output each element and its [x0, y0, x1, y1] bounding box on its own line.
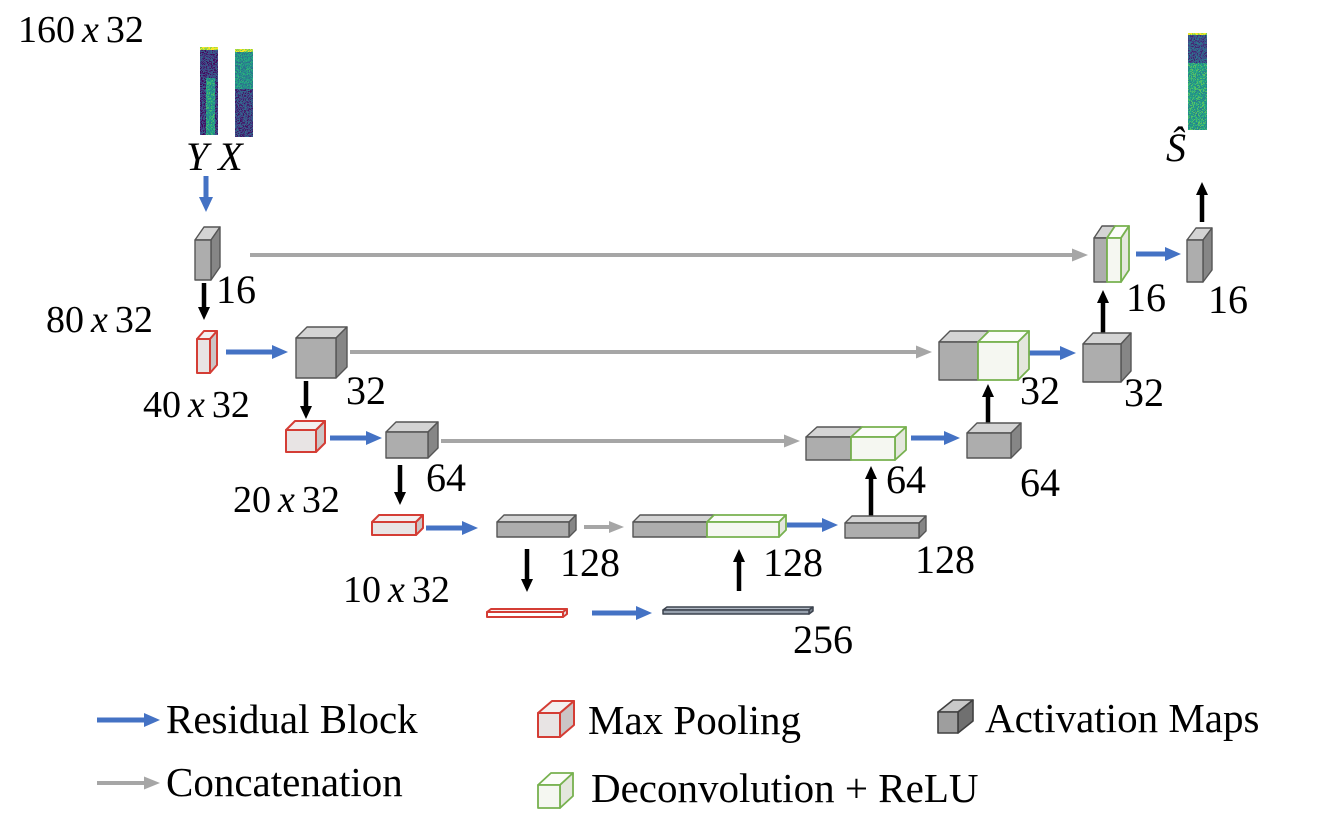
channels-dec-16: 16 — [1208, 277, 1248, 322]
bottleneck-256-box — [662, 606, 814, 615]
up-arrow-128 — [733, 549, 745, 591]
enc-128-activation-box — [496, 514, 577, 538]
deconv-64-box — [850, 426, 907, 461]
legend-concatenation-arrow — [97, 776, 160, 790]
up-arrow-64 — [865, 466, 877, 517]
down-arrow-32 — [300, 381, 312, 419]
size-sep: x — [388, 569, 405, 611]
size-rows: 20 — [233, 479, 271, 521]
up-arrow-32 — [982, 384, 994, 427]
dec-32-activation-box — [1082, 332, 1132, 383]
input-y-label: Y — [186, 134, 209, 179]
output-label-shat: Ŝ — [1166, 128, 1186, 168]
skip-line-32 — [350, 345, 932, 359]
size-sep: x — [188, 384, 205, 426]
up-arrow-16 — [1097, 290, 1109, 333]
channels-up-16: 16 — [1126, 275, 1166, 320]
legend-label-concatenation: Concatenation — [166, 759, 403, 805]
residual-arrow-bottleneck — [592, 606, 652, 620]
channels-enc-128: 128 — [560, 540, 620, 585]
deconv-128-box — [706, 514, 787, 538]
skip-line-64 — [441, 434, 800, 448]
channels-enc-64: 64 — [426, 455, 466, 500]
down-arrow-128 — [521, 549, 533, 592]
channels-dec-32: 32 — [1124, 370, 1164, 415]
size-sep: x — [82, 9, 99, 51]
enc-32-activation-box — [295, 326, 348, 379]
skip-line-16 — [250, 248, 1088, 262]
size-cols: 32 — [105, 9, 144, 51]
size-cols: 32 — [114, 299, 153, 341]
maxpool-10-box — [486, 608, 568, 618]
size-rows: 80 — [46, 299, 84, 341]
residual-arrow-enc32 — [226, 345, 288, 359]
size-label-160x32: 160 x 32 — [18, 11, 144, 49]
size-label-40x32: 40 x 32 — [143, 386, 250, 424]
input-spectrogram-x — [235, 49, 253, 137]
size-sep: x — [278, 479, 295, 521]
channels-dec-128: 128 — [915, 537, 975, 582]
legend-maxpool-box — [537, 700, 575, 738]
residual-arrow-input — [199, 176, 213, 212]
down-arrow-16 — [198, 283, 210, 320]
residual-arrow-dec32 — [1026, 346, 1076, 360]
size-cols: 32 — [411, 569, 450, 611]
legend-residual-arrow — [97, 713, 160, 727]
legend-label-max-pooling: Max Pooling — [588, 697, 801, 743]
residual-arrow-dec128 — [787, 518, 838, 532]
size-rows: 160 — [18, 9, 75, 51]
residual-arrow-dec16 — [1136, 247, 1181, 261]
output-s-label: Ŝ — [1166, 125, 1186, 170]
concat-128-gray-box — [632, 514, 715, 538]
enc-64-activation-box — [385, 421, 439, 459]
channels-up-32: 32 — [1020, 368, 1060, 413]
size-cols: 32 — [211, 384, 250, 426]
output-spectrogram-s — [1188, 33, 1207, 130]
size-rows: 40 — [143, 384, 181, 426]
deconv-32-box — [977, 330, 1030, 381]
maxpool-20-box — [371, 514, 424, 536]
residual-arrow-enc64 — [330, 431, 382, 445]
dec-128-activation-box — [844, 515, 927, 539]
channels-bottleneck-256: 256 — [793, 617, 853, 662]
channels-up-64: 64 — [886, 457, 926, 502]
size-sep: x — [91, 299, 108, 341]
dec-16-activation-box — [1186, 227, 1213, 283]
dec-64-activation-box — [966, 422, 1022, 459]
channels-up-128: 128 — [763, 540, 823, 585]
maxpool-80-box — [196, 330, 218, 374]
residual-arrow-enc128 — [426, 521, 478, 535]
channels-dec-64: 64 — [1020, 460, 1060, 505]
deconv-16-box — [1106, 225, 1130, 283]
enc-16-activation-box — [194, 226, 221, 281]
output-arrow — [1196, 182, 1208, 222]
legend-label-activation-maps: Activation Maps — [985, 695, 1260, 741]
input-x-label: X — [218, 134, 243, 179]
channels-enc-16: 16 — [216, 267, 256, 312]
size-label-80x32: 80 x 32 — [46, 301, 153, 339]
legend-activation-box — [937, 699, 974, 734]
legend-label-deconvolution-relu: Deconvolution + ReLU — [591, 765, 979, 811]
size-label-10x32: 10 x 32 — [343, 571, 450, 609]
skip-arrow-128 — [584, 521, 624, 533]
input-label-yx: Y X — [186, 137, 243, 177]
down-arrow-64 — [394, 465, 406, 505]
size-label-20x32: 20 x 32 — [233, 481, 340, 519]
channels-enc-32: 32 — [346, 368, 386, 413]
legend-label-residual-block: Residual Block — [166, 696, 418, 742]
maxpool-40-box — [285, 420, 326, 453]
size-rows: 10 — [343, 569, 381, 611]
residual-arrow-dec64 — [911, 431, 960, 445]
legend-deconv-box — [537, 772, 574, 809]
input-spectrogram-y — [200, 47, 218, 135]
size-cols: 32 — [301, 479, 340, 521]
